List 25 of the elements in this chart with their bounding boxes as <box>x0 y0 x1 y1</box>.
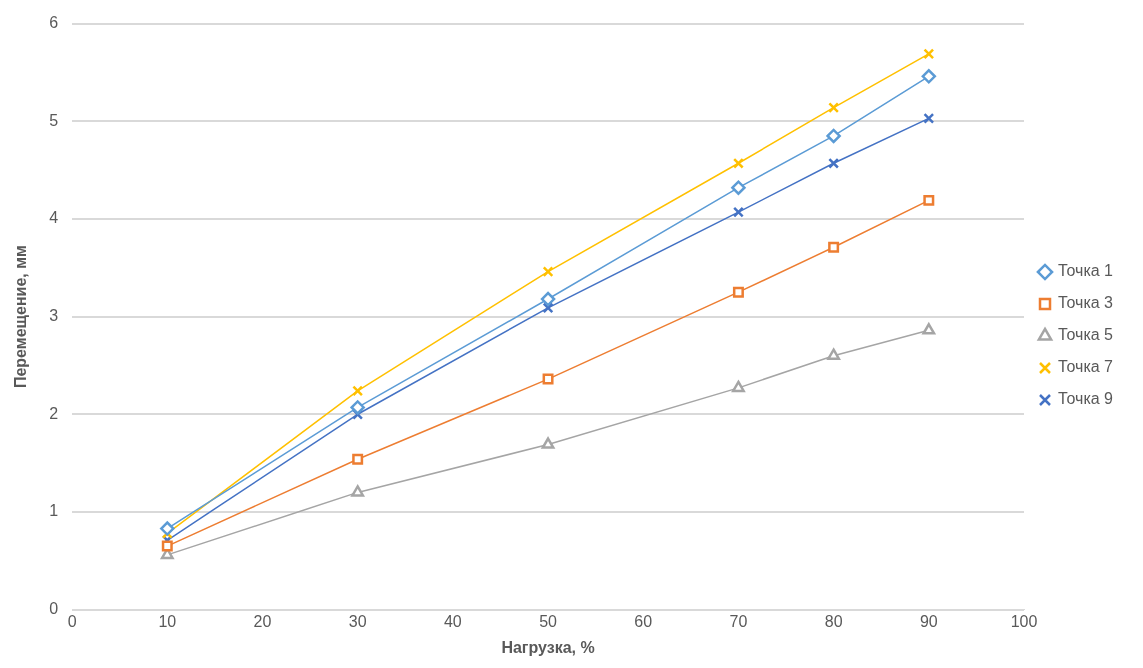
x-tick-label: 70 <box>729 612 748 630</box>
legend-label: Точка 9 <box>1058 390 1114 408</box>
x-tick-label: 40 <box>443 612 462 630</box>
y-tick-label: 4 <box>49 209 59 227</box>
x-tick-label: 60 <box>634 612 653 630</box>
x-tick-label: 30 <box>348 612 367 630</box>
y-tick-label: 6 <box>49 14 59 32</box>
x-tick-label: 0 <box>67 612 77 630</box>
y-axis-title: Перемещение, мм <box>12 245 30 389</box>
x-tick-label: 100 <box>1010 612 1038 630</box>
x-tick-label: 10 <box>158 612 177 630</box>
y-tick-label: 3 <box>49 307 59 325</box>
x-tick-label: 90 <box>919 612 938 630</box>
y-tick-label: 5 <box>49 111 59 129</box>
legend-label: Точка 7 <box>1058 358 1114 376</box>
legend-label: Точка 3 <box>1058 294 1114 312</box>
y-tick-label: 2 <box>49 404 59 422</box>
x-tick-label: 50 <box>539 612 558 630</box>
y-tick-label: 0 <box>49 600 59 618</box>
x-tick-label: 20 <box>253 612 272 630</box>
legend-label: Точка 5 <box>1058 326 1114 344</box>
x-tick-label: 80 <box>824 612 843 630</box>
x-axis-title: Нагрузка, % <box>501 638 595 656</box>
y-tick-label: 1 <box>49 502 59 520</box>
legend-label: Точка 1 <box>1058 262 1114 280</box>
